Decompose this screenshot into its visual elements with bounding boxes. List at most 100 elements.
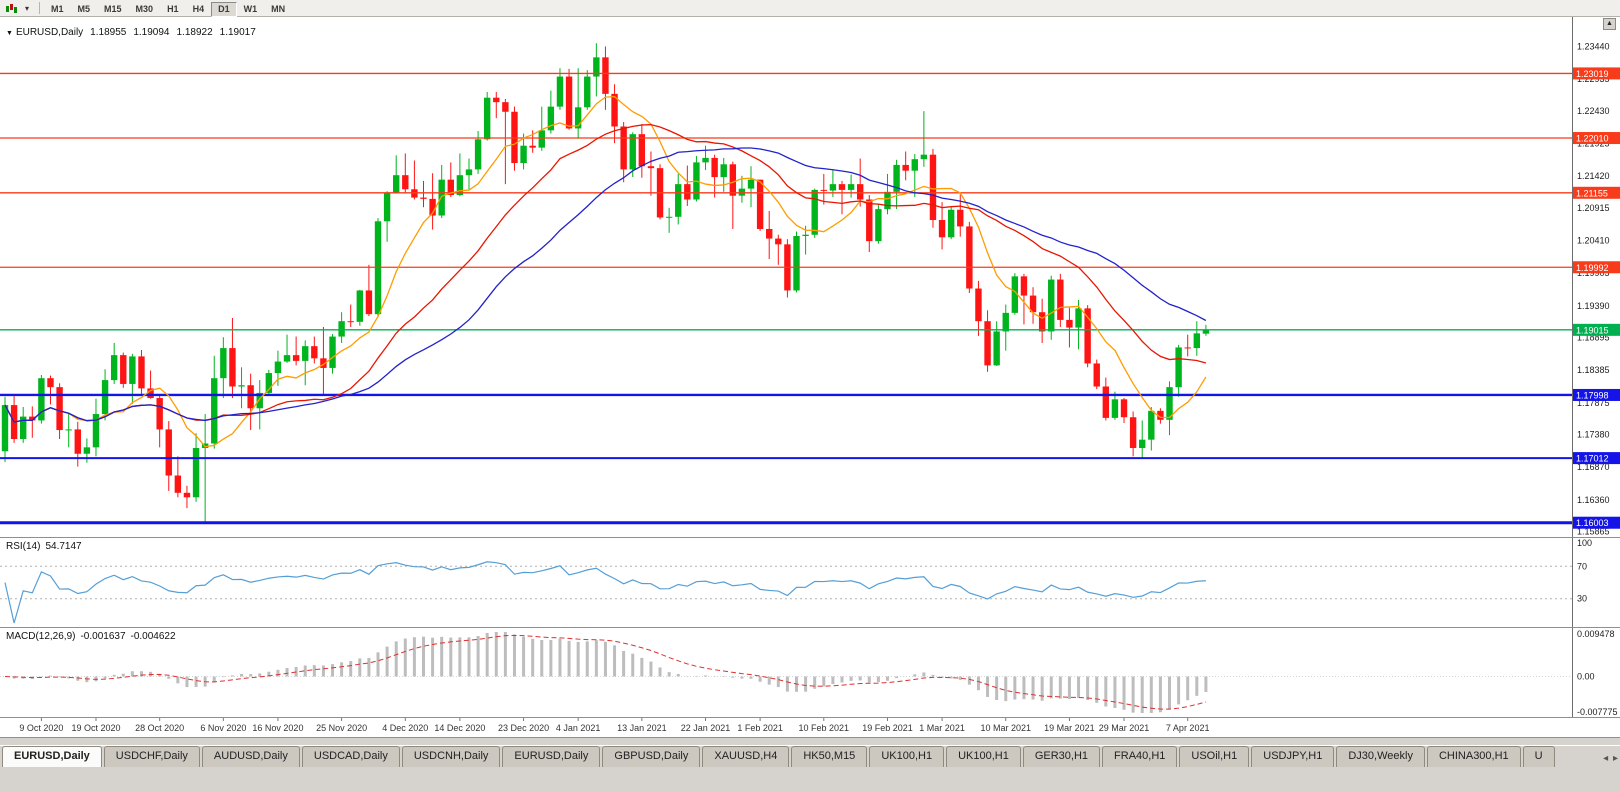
svg-text:1.22430: 1.22430: [1577, 106, 1610, 116]
timeframe-h4[interactable]: H4: [186, 2, 212, 17]
svg-text:4 Dec 2020: 4 Dec 2020: [382, 723, 428, 733]
svg-text:1.17380: 1.17380: [1577, 430, 1610, 440]
svg-text:70: 70: [1577, 561, 1587, 571]
svg-text:1.15865: 1.15865: [1577, 527, 1610, 537]
svg-text:1.16360: 1.16360: [1577, 495, 1610, 505]
timeframe-toolbar: ▾ M1 M5 M15 M30 H1 H4 D1 W1 MN: [0, 0, 1620, 17]
chart-dropdown-caret-icon[interactable]: ▾: [24, 3, 29, 13]
chart-tab-3[interactable]: USDCAD,Daily: [301, 746, 400, 767]
chart-tab-12[interactable]: FRA40,H1: [1102, 746, 1178, 767]
svg-text:1.23440: 1.23440: [1577, 41, 1610, 51]
chart-tab-0[interactable]: EURUSD,Daily: [2, 746, 102, 767]
chart-tab-1[interactable]: USDCHF,Daily: [103, 746, 200, 767]
svg-text:25 Nov 2020: 25 Nov 2020: [316, 723, 367, 733]
ohlc-close: 1.19017: [219, 27, 256, 38]
svg-text:29 Mar 2021: 29 Mar 2021: [1099, 723, 1150, 733]
chart-tab-15[interactable]: DJ30,Weekly: [1336, 746, 1425, 767]
timeframe-m1[interactable]: M1: [44, 2, 71, 17]
macd-indicator-panel[interactable]: 0.009478 0.00 -0.007775 MACD(12,26,9) -0.00…: [0, 627, 1620, 717]
chart-tab-8[interactable]: HK50,M15: [791, 746, 868, 767]
chart-tab-5[interactable]: EURUSD,Daily: [502, 746, 601, 767]
svg-text:22 Jan 2021: 22 Jan 2021: [681, 723, 731, 733]
chart-tab-13[interactable]: USOil,H1: [1179, 746, 1250, 767]
svg-text:1.22010: 1.22010: [1576, 134, 1609, 144]
svg-text:1.19992: 1.19992: [1576, 263, 1609, 273]
svg-text:1.17998: 1.17998: [1576, 390, 1609, 400]
svg-text:7 Apr 2021: 7 Apr 2021: [1166, 723, 1210, 733]
chart-tab-9[interactable]: UK100,H1: [869, 746, 945, 767]
svg-text:28 Oct 2020: 28 Oct 2020: [135, 723, 184, 733]
tick-chart-icon[interactable]: [3, 1, 19, 15]
svg-text:1.18895: 1.18895: [1577, 333, 1610, 343]
price-level-badge: [1573, 67, 1620, 80]
svg-text:9 Oct 2020: 9 Oct 2020: [19, 723, 63, 733]
macd-chart-canvas[interactable]: 0.009478 0.00 -0.007775: [0, 628, 1620, 717]
price-chart-panel[interactable]: 1.234401.229351.224301.219251.214201.209…: [0, 17, 1620, 537]
svg-text:10 Mar 2021: 10 Mar 2021: [980, 723, 1031, 733]
svg-text:1.19390: 1.19390: [1577, 301, 1610, 311]
macd-main-value: -0.001637: [80, 631, 126, 642]
chart-tab-6[interactable]: GBPUSD,Daily: [602, 746, 701, 767]
price-level-badge: [1573, 261, 1620, 274]
chart-tab-14[interactable]: USDJPY,H1: [1251, 746, 1335, 767]
macd-histogram: [12, 632, 1208, 713]
price-level-badge: [1573, 323, 1620, 336]
svg-text:1.21420: 1.21420: [1577, 171, 1610, 181]
candles-layer: [1, 43, 1210, 522]
chart-tab-4[interactable]: USDCNH,Daily: [401, 746, 501, 767]
tab-scroll-right-icon[interactable]: ▸: [1612, 753, 1618, 764]
price-level-badge: [1573, 516, 1620, 529]
ma-21-line: [4, 124, 1207, 423]
svg-text:1.20410: 1.20410: [1577, 235, 1610, 245]
svg-text:1 Feb 2021: 1 Feb 2021: [737, 723, 783, 733]
ohlc-high: 1.19094: [133, 27, 170, 38]
chart-tab-7[interactable]: XAUUSD,H4: [702, 746, 790, 767]
ohlc-open: 1.18955: [90, 27, 127, 38]
ma-34-line: [4, 147, 1207, 423]
svg-text:0.00: 0.00: [1577, 671, 1595, 681]
svg-text:1.19015: 1.19015: [1576, 325, 1609, 335]
svg-text:6 Nov 2020: 6 Nov 2020: [200, 723, 246, 733]
svg-text:4 Jan 2021: 4 Jan 2021: [556, 723, 601, 733]
price-level-badge: [1573, 132, 1620, 145]
svg-text:30: 30: [1577, 594, 1587, 604]
svg-text:1.21155: 1.21155: [1576, 188, 1608, 198]
timeframe-d1[interactable]: D1: [211, 2, 237, 17]
chart-tab-bar: EURUSD,Daily USDCHF,Daily AUDUSD,Daily USDC…: [0, 745, 1620, 767]
timeframe-m30[interactable]: M30: [129, 2, 161, 17]
svg-text:1.18385: 1.18385: [1577, 365, 1610, 375]
timeframe-w1[interactable]: W1: [237, 2, 265, 17]
price-chart-canvas[interactable]: 1.234401.229351.224301.219251.214201.209…: [0, 17, 1620, 537]
chart-tab-17[interactable]: U: [1522, 746, 1555, 767]
svg-text:0.009478: 0.009478: [1577, 629, 1615, 639]
symbol-dropdown-icon[interactable]: ▼: [6, 30, 13, 37]
date-axis-canvas: 9 Oct 2020 19 Oct 2020 28 Oct 2020 6 Nov 20…: [19, 718, 1210, 733]
chart-tabs: EURUSD,Daily USDCHF,Daily AUDUSD,Daily USDC…: [0, 746, 1557, 767]
timeframe-mn[interactable]: MN: [264, 2, 292, 17]
chart-tab-11[interactable]: GER30,H1: [1022, 746, 1101, 767]
price-level-badge: [1573, 186, 1620, 199]
moving-averages-layer: [4, 95, 1207, 448]
timeframe-m5[interactable]: M5: [71, 2, 98, 17]
rsi-chart-canvas[interactable]: 100 70 30: [0, 538, 1620, 627]
svg-text:14 Dec 2020: 14 Dec 2020: [434, 723, 485, 733]
chart-tab-2[interactable]: AUDUSD,Daily: [201, 746, 300, 767]
ma-8-line: [4, 95, 1207, 448]
timeframe-h1[interactable]: H1: [160, 2, 186, 17]
tab-scroll-left-icon[interactable]: ◂: [1603, 753, 1609, 764]
svg-text:-0.007775: -0.007775: [1577, 707, 1618, 717]
chart-tab-16[interactable]: CHINA300,H1: [1426, 746, 1521, 767]
chart-scroll-button[interactable]: ▲: [1603, 18, 1616, 30]
rsi-indicator-panel[interactable]: 100 70 30 RSI(14) 54.7147: [0, 537, 1620, 627]
svg-text:1 Mar 2021: 1 Mar 2021: [919, 723, 965, 733]
timeframe-m15[interactable]: M15: [97, 2, 129, 17]
svg-text:1.23019: 1.23019: [1576, 69, 1609, 79]
date-axis[interactable]: 9 Oct 2020 19 Oct 2020 28 Oct 2020 6 Nov 20…: [0, 717, 1620, 738]
svg-text:23 Dec 2020: 23 Dec 2020: [498, 723, 549, 733]
svg-text:19 Mar 2021: 19 Mar 2021: [1044, 723, 1095, 733]
toolbar-separator: [39, 2, 40, 14]
horizontal-levels-layer: [0, 72, 1572, 525]
svg-text:100: 100: [1577, 538, 1592, 548]
chart-tab-10[interactable]: UK100,H1: [946, 746, 1021, 767]
svg-text:1.20915: 1.20915: [1577, 203, 1610, 213]
